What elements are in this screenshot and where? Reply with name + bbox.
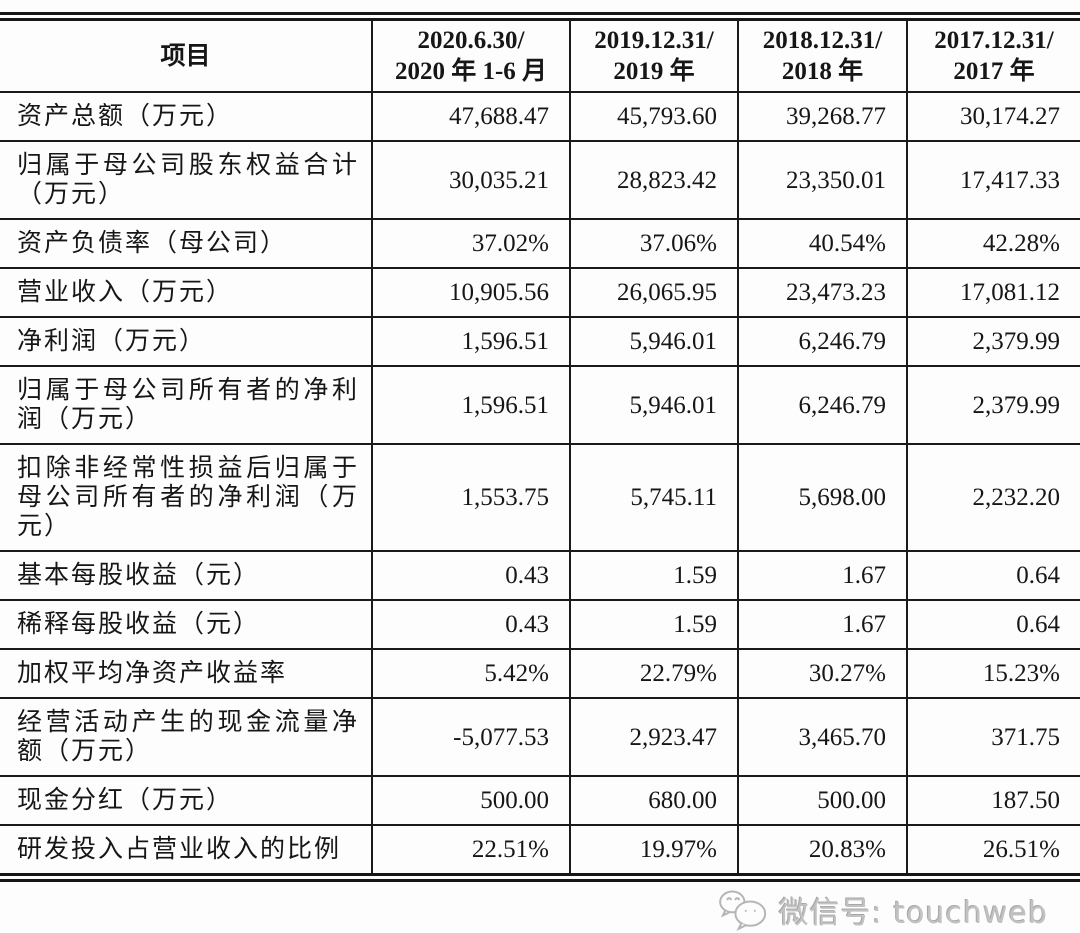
row-label: 归属于母公司所有者的净利润（万元） (0, 366, 372, 445)
row-value: 680.00 (569, 776, 738, 826)
table-row: 研发投入占营业收入的比例 22.51% 19.97% 20.83% 26.51% (0, 825, 1080, 873)
row-label: 归属于母公司股东权益合计（万元） (0, 141, 372, 220)
row-label: 营业收入（万元） (0, 268, 372, 318)
row-label: 现金分红（万元） (0, 776, 372, 826)
row-value: 0.64 (906, 551, 1080, 601)
row-value: 6,246.79 (737, 317, 907, 367)
row-value: 30.27% (737, 649, 907, 699)
row-value: 1,596.51 (371, 317, 570, 367)
table-top-double-rule (0, 12, 1080, 21)
row-value: 371.75 (906, 698, 1080, 777)
row-label: 稀释每股收益（元） (0, 600, 372, 650)
row-value: 10,905.56 (371, 268, 570, 318)
row-value: 500.00 (737, 776, 907, 826)
table-header-row: 项目 2020.6.30/2020 年 1-6 月 2019.12.31/2019… (0, 21, 1080, 93)
row-value: 19.97% (569, 825, 738, 873)
watermark-footer: 微信号: touchweb (0, 887, 1080, 933)
row-label: 经营活动产生的现金流量净额（万元） (0, 698, 372, 777)
row-value: 37.06% (569, 219, 738, 269)
row-value: 28,823.42 (569, 141, 738, 220)
row-value: 20.83% (737, 825, 907, 873)
row-label: 扣除非经常性损益后归属于母公司所有者的净利润（万元） (0, 444, 372, 552)
header-period-line1: 2017.12.31/ (934, 27, 1054, 54)
table-row: 经营活动产生的现金流量净额（万元） -5,077.53 2,923.47 3,465.… (0, 698, 1080, 777)
wechat-icon (717, 887, 771, 933)
table-row: 扣除非经常性损益后归属于母公司所有者的净利润（万元） 1,553.75 5,745.… (0, 444, 1080, 552)
header-period-line2: 2020 年 1-6 月 (394, 58, 548, 85)
row-value: 23,473.23 (737, 268, 907, 318)
header-cell-period-2: 2018.12.31/2018 年 (737, 21, 907, 93)
row-value: 500.00 (371, 776, 570, 826)
row-value: 1.59 (569, 551, 738, 601)
row-value: 1,553.75 (371, 444, 570, 552)
row-value: -5,077.53 (371, 698, 570, 777)
row-value: 1.67 (737, 551, 907, 601)
row-value: 26,065.95 (569, 268, 738, 318)
row-value: 26.51% (906, 825, 1080, 873)
row-value: 23,350.01 (737, 141, 907, 220)
row-value: 2,923.47 (569, 698, 738, 777)
row-value: 3,465.70 (737, 698, 907, 777)
row-value: 5,946.01 (569, 317, 738, 367)
table-row: 净利润（万元） 1,596.51 5,946.01 6,246.79 2,379.99 (0, 317, 1080, 367)
row-value: 17,417.33 (906, 141, 1080, 220)
table-row: 资产总额（万元） 47,688.47 45,793.60 39,268.77 30,17… (0, 92, 1080, 142)
row-value: 39,268.77 (737, 92, 907, 142)
row-value: 0.43 (371, 600, 570, 650)
row-value: 0.43 (371, 551, 570, 601)
row-value: 1.67 (737, 600, 907, 650)
row-value: 42.28% (906, 219, 1080, 269)
row-value: 0.64 (906, 600, 1080, 650)
wechat-id-label: 微信号: touchweb (778, 896, 1048, 931)
row-value: 2,232.20 (906, 444, 1080, 552)
table-bottom-double-rule (0, 873, 1080, 882)
row-value: 40.54% (737, 219, 907, 269)
row-value: 15.23% (906, 649, 1080, 699)
header-cell-item: 项目 (0, 21, 372, 93)
row-value: 45,793.60 (569, 92, 738, 142)
header-period-line1: 2020.6.30/ (417, 27, 525, 54)
row-value: 6,246.79 (737, 366, 907, 445)
financial-summary-table: 项目 2020.6.30/2020 年 1-6 月 2019.12.31/2019… (0, 21, 1080, 873)
header-cell-period-3: 2017.12.31/2017 年 (906, 21, 1080, 93)
row-label: 基本每股收益（元） (0, 551, 372, 601)
row-value: 5,946.01 (569, 366, 738, 445)
header-cell-period-0: 2020.6.30/2020 年 1-6 月 (371, 21, 570, 93)
table-row: 归属于母公司股东权益合计（万元） 30,035.21 28,823.42 23,350… (0, 141, 1080, 220)
row-value: 37.02% (371, 219, 570, 269)
row-value: 30,174.27 (906, 92, 1080, 142)
table-row: 基本每股收益（元） 0.43 1.59 1.67 0.64 (0, 551, 1080, 601)
row-value: 47,688.47 (371, 92, 570, 142)
header-period-line2: 2019 年 (613, 58, 695, 85)
row-value: 2,379.99 (906, 366, 1080, 445)
row-value: 22.51% (371, 825, 570, 873)
row-value: 22.79% (569, 649, 738, 699)
header-period-line1: 2019.12.31/ (594, 27, 714, 54)
row-value: 187.50 (906, 776, 1080, 826)
table-row: 稀释每股收益（元） 0.43 1.59 1.67 0.64 (0, 600, 1080, 650)
table-row: 营业收入（万元） 10,905.56 26,065.95 23,473.23 17,08… (0, 268, 1080, 318)
row-value: 17,081.12 (906, 268, 1080, 318)
row-label: 加权平均净资产收益率 (0, 649, 372, 699)
header-period-line2: 2017 年 (953, 58, 1035, 85)
table-row: 现金分红（万元） 500.00 680.00 500.00 187.50 (0, 776, 1080, 826)
table-row: 资产负债率（母公司） 37.02% 37.06% 40.54% 42.28% (0, 219, 1080, 269)
row-label: 研发投入占营业收入的比例 (17, 836, 342, 863)
row-value: 5,745.11 (569, 444, 738, 552)
row-label: 资产总额（万元） (0, 92, 372, 142)
header-period-line2: 2018 年 (781, 58, 864, 85)
row-value: 30,035.21 (371, 141, 570, 220)
table-row: 加权平均净资产收益率 5.42% 22.79% 30.27% 15.23% (0, 649, 1080, 699)
row-value: 1,596.51 (371, 366, 570, 445)
row-value: 1.59 (569, 600, 738, 650)
row-value: 5,698.00 (737, 444, 907, 552)
header-cell-period-1: 2019.12.31/2019 年 (569, 21, 738, 93)
table-row: 归属于母公司所有者的净利润（万元） 1,596.51 5,946.01 6,246.7… (0, 366, 1080, 445)
row-value: 5.42% (371, 649, 570, 699)
row-label: 资产负债率（母公司） (0, 219, 372, 269)
row-value: 2,379.99 (906, 317, 1080, 367)
row-label: 净利润（万元） (0, 317, 372, 367)
header-period-line1: 2018.12.31/ (762, 27, 883, 54)
